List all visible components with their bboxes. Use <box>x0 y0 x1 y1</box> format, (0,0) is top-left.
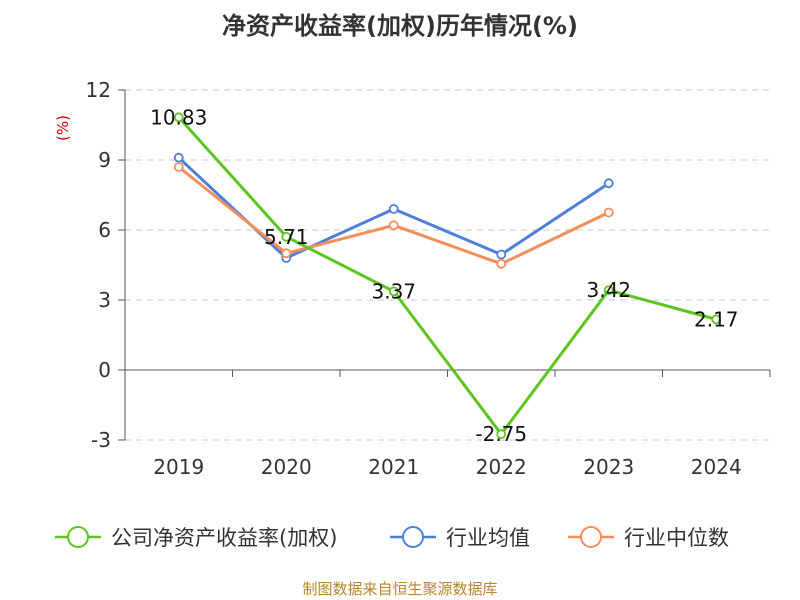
point-1-2021[interactable] <box>388 204 399 214</box>
y-tick-label-6: 6 <box>98 218 111 242</box>
y-tick-label--3: -3 <box>91 428 111 452</box>
data-label-2024: 2.17 <box>694 307 739 331</box>
point-0-2021[interactable] <box>388 286 399 297</box>
data-label-2023: 3.42 <box>586 278 631 302</box>
data-labels: 10.83 5.71 3.37 -2.75 3.42 2.17 <box>150 105 738 446</box>
data-label-2021: 3.37 <box>371 279 416 303</box>
point-1-2023[interactable] <box>603 178 614 189</box>
legend[interactable]: 公司净资产收益率(加权) 行业均值 行业中位数 <box>55 526 729 550</box>
y-tick-label-3: 3 <box>98 288 111 312</box>
x-tick-label-2021: 2021 <box>368 455 419 479</box>
gridlines <box>125 89 770 441</box>
chart-title: 净资产收益率(加权)历年情况(%) <box>222 12 578 40</box>
y-tick-label-0: 0 <box>98 358 111 382</box>
point-2-2020[interactable] <box>281 248 292 259</box>
legend-marker-2 <box>580 526 602 548</box>
series-lines <box>173 112 722 440</box>
legend-item-0[interactable]: 公司净资产收益率(加权) <box>55 526 337 550</box>
y-tick-label-12: 12 <box>86 78 111 102</box>
legend-label-1: 行业均值 <box>446 526 530 550</box>
x-tick-label-2023: 2023 <box>583 455 634 479</box>
x-tick-label-2019: 2019 <box>153 455 204 479</box>
legend-marker-0 <box>67 526 89 548</box>
point-1-2022[interactable] <box>496 249 507 260</box>
x-tick-label-2020: 2020 <box>261 455 312 479</box>
series-2 <box>173 162 614 269</box>
x-tick-label-2024: 2024 <box>691 455 742 479</box>
legend-marker-1 <box>402 526 424 548</box>
data-label-2019: 10.83 <box>150 105 207 129</box>
point-2-2019[interactable] <box>173 162 184 172</box>
data-source-note: 制图数据来自恒生聚源数据库 <box>302 580 497 598</box>
point-0-2024[interactable] <box>711 314 722 325</box>
point-2-2023[interactable] <box>603 207 614 218</box>
point-1-2019[interactable] <box>173 152 184 163</box>
point-0-2019[interactable] <box>173 112 184 123</box>
legend-item-2[interactable]: 行业中位数 <box>568 526 729 550</box>
point-2-2021[interactable] <box>388 220 399 231</box>
point-0-2023[interactable] <box>603 285 614 296</box>
series-line-0 <box>177 116 717 436</box>
legend-label-2: 行业中位数 <box>624 526 729 550</box>
x-tick-label-2022: 2022 <box>476 455 527 479</box>
point-0-2022[interactable] <box>496 429 507 440</box>
y-axis-unit-label: (%) <box>54 115 72 141</box>
series-line-2 <box>177 165 610 266</box>
data-label-2020: 5.71 <box>264 225 309 249</box>
point-2-2022[interactable] <box>496 258 507 269</box>
axes: -3 0 3 6 9 12 2019 2020 2021 2022 2023 2024 <box>86 78 771 479</box>
legend-item-1[interactable]: 行业均值 <box>390 526 530 550</box>
data-label-2022: -2.75 <box>475 422 527 446</box>
series-0 <box>173 112 722 440</box>
series-1 <box>173 152 614 263</box>
legend-label-0: 公司净资产收益率(加权) <box>111 526 337 550</box>
y-tick-label-9: 9 <box>98 148 111 172</box>
point-0-2020[interactable] <box>281 231 292 242</box>
